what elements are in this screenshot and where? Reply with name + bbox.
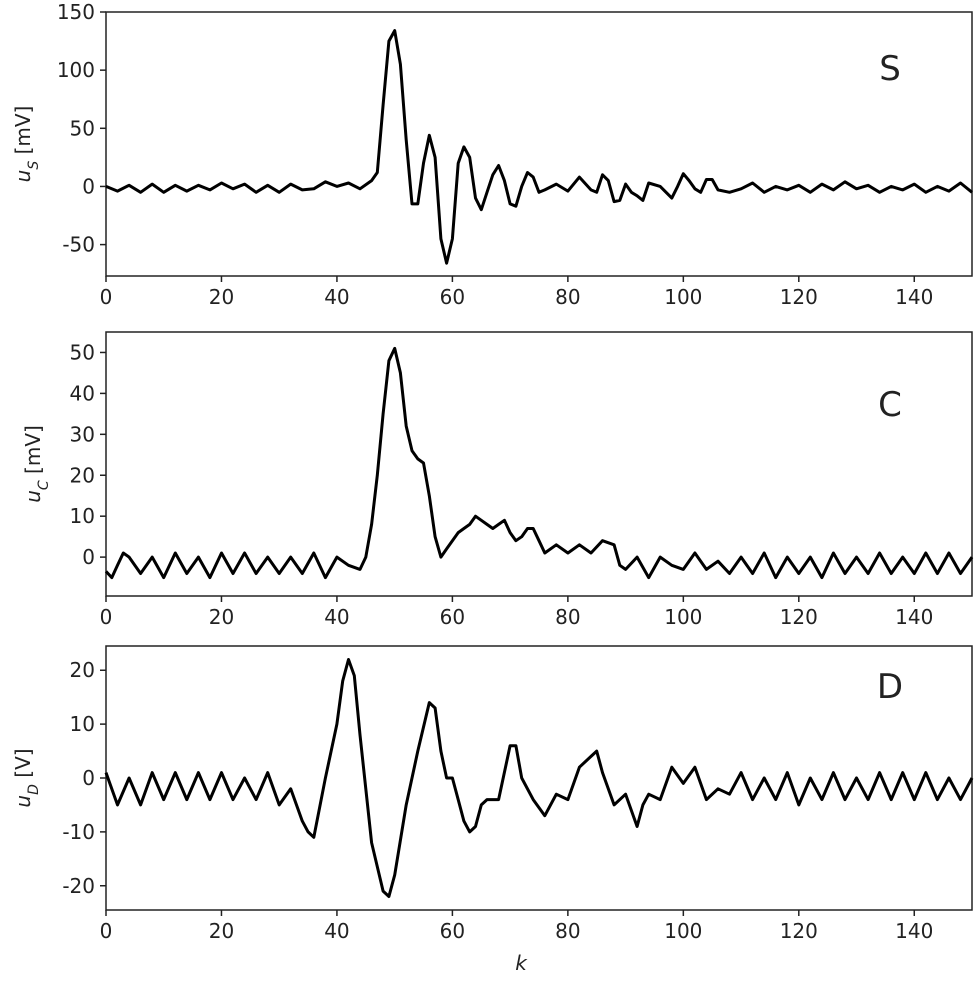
x-tick-label: 0	[100, 285, 113, 309]
x-tick-label: 20	[209, 605, 234, 629]
y-tick-label: 50	[70, 340, 95, 364]
x-tick-label: 100	[664, 605, 702, 629]
x-tick-label: 0	[100, 605, 113, 629]
y-tick-label: 100	[57, 58, 95, 82]
x-tick-label: 60	[440, 285, 465, 309]
x-tick-label: 60	[440, 919, 465, 943]
y-axis-label-c: uC [mV]	[21, 425, 52, 503]
panel-d: 0 20 40 60 80 100 120 140 -20 -10 0 10 20 D uD [V]	[11, 645, 974, 943]
y-tick-label: 50	[70, 116, 95, 140]
y-axis-ticks: -50 0 50 100 150	[57, 0, 106, 257]
x-tick-label: 140	[895, 919, 933, 943]
x-tick-label: 100	[664, 285, 702, 309]
y-tick-label: 30	[70, 422, 95, 446]
panel-tag-c: C	[878, 385, 902, 425]
x-tick-label: 40	[324, 919, 349, 943]
y-tick-label: 0	[82, 174, 95, 198]
x-tick-label: 20	[209, 919, 234, 943]
y-axis-ticks: 0 10 20 30 40 50	[70, 340, 106, 569]
series-line-uc	[104, 346, 974, 580]
x-tick-label: 140	[895, 285, 933, 309]
x-axis-label: k	[515, 951, 528, 975]
x-tick-label: 0	[100, 919, 113, 943]
y-tick-label: 10	[70, 504, 95, 528]
x-tick-label: 60	[440, 605, 465, 629]
plot-frame	[105, 11, 973, 277]
y-tick-label: -10	[62, 820, 95, 844]
x-tick-label: 80	[555, 285, 580, 309]
y-axis-label-d: uD [V]	[11, 748, 42, 807]
x-tick-label: 40	[324, 285, 349, 309]
y-tick-label: -20	[62, 874, 95, 898]
plot-frame	[105, 645, 973, 911]
x-tick-label: 120	[780, 285, 818, 309]
x-tick-label: 140	[895, 605, 933, 629]
x-tick-label: 100	[664, 919, 702, 943]
y-tick-label: 20	[70, 463, 95, 487]
y-axis-ticks: -20 -10 0 10 20	[62, 658, 106, 898]
x-tick-label: 20	[209, 285, 234, 309]
series-line-us	[105, 29, 973, 265]
x-axis-ticks: 0 20 40 60 80 100 120 140	[100, 596, 933, 629]
y-axis-label-s: uS [mV]	[11, 106, 42, 183]
y-tick-label: 0	[82, 545, 95, 569]
panel-tag-s: S	[879, 49, 901, 89]
x-axis-ticks: 0 20 40 60 80 100 120 140	[100, 276, 933, 309]
y-tick-label: 10	[70, 712, 95, 736]
y-tick-label: 20	[70, 658, 95, 682]
panel-tag-d: D	[877, 667, 903, 707]
y-tick-label: -50	[62, 233, 95, 257]
x-tick-label: 120	[780, 605, 818, 629]
x-tick-label: 80	[555, 919, 580, 943]
x-tick-label: 40	[324, 605, 349, 629]
x-tick-label: 80	[555, 605, 580, 629]
x-axis-ticks: 0 20 40 60 80 100 120 140	[100, 910, 933, 943]
y-tick-label: 40	[70, 381, 95, 405]
y-tick-label: 0	[82, 766, 95, 790]
panel-c: 0 20 40 60 80 100 120 140 0 10 20 30 40 50 C uC [mV]	[21, 331, 974, 629]
panel-s: 0 20 40 60 80 100 120 140 -50 0 50 100 150 S uS [mV…	[11, 0, 973, 309]
x-tick-label: 120	[780, 919, 818, 943]
series-line-ud	[104, 658, 974, 898]
plot-frame	[105, 331, 973, 597]
y-tick-label: 150	[57, 0, 95, 24]
